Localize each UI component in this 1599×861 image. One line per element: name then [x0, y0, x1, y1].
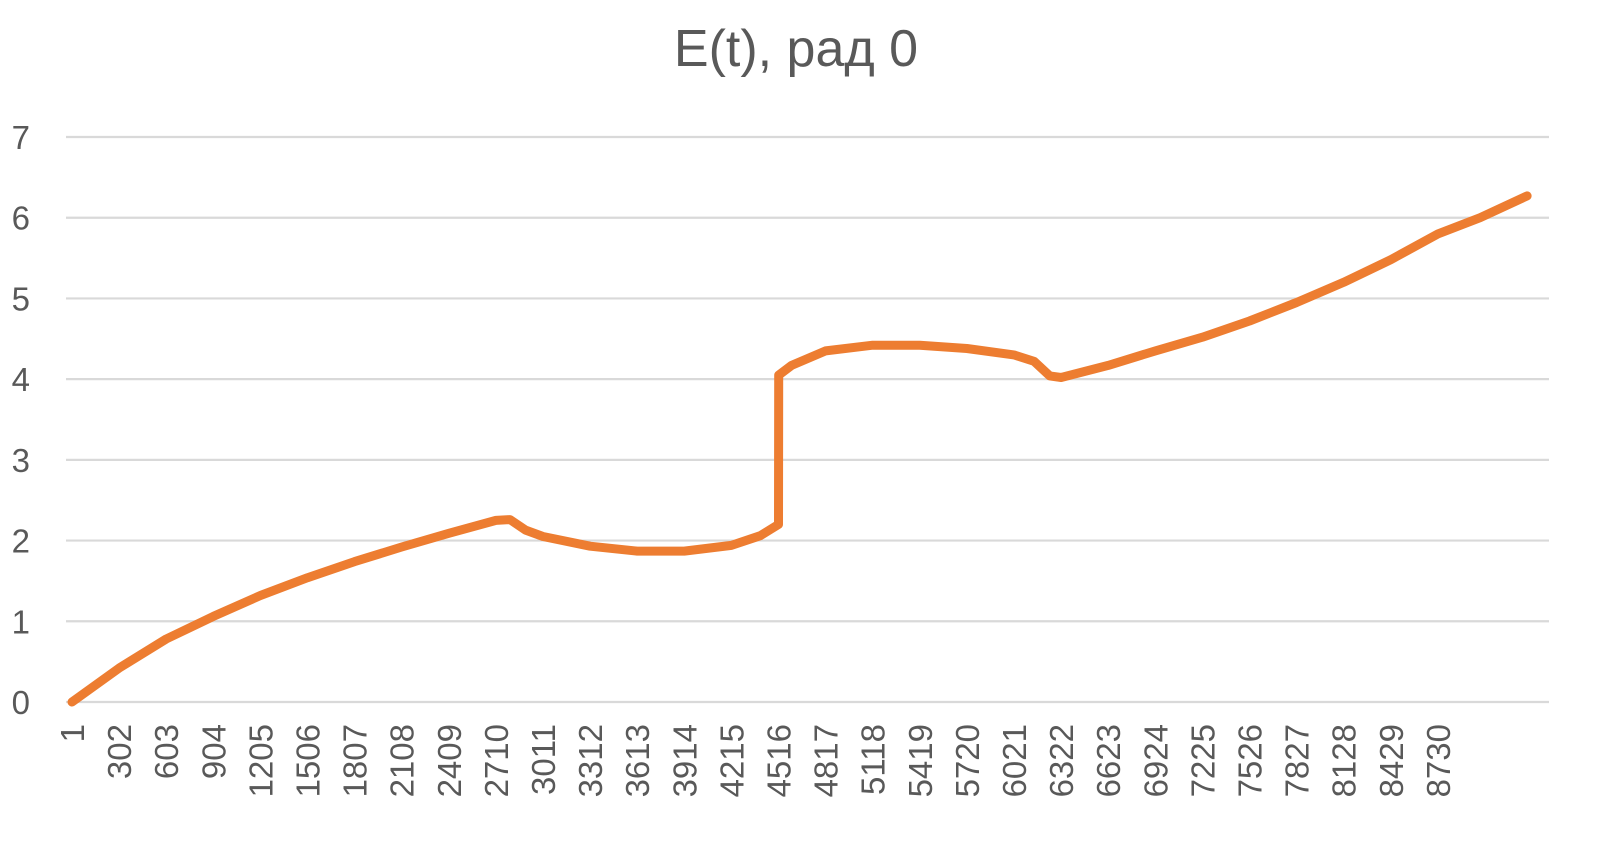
x-tick-label: 1205	[242, 724, 279, 797]
x-tick-label: 3312	[572, 724, 609, 797]
x-tick-label: 5419	[902, 724, 939, 797]
x-tick-label: 302	[101, 724, 138, 779]
x-tick-label: 3011	[525, 724, 562, 795]
x-tick-label: 1506	[290, 724, 327, 797]
y-tick-label: 1	[12, 603, 30, 640]
x-tick-label: 5720	[949, 724, 986, 797]
y-tick-label: 6	[12, 200, 30, 237]
x-tick-label: 6322	[1043, 724, 1080, 797]
x-tick-label: 4516	[761, 724, 798, 797]
y-tick-label: 2	[12, 523, 30, 560]
x-tick-label: 8429	[1373, 724, 1410, 797]
y-tick-label: 7	[12, 119, 30, 156]
x-tick-label: 1807	[337, 724, 374, 797]
x-axis-tick-labels: 1 302 603 904 1205 1506 1807 2108 2409 2710 3011 33…	[54, 724, 1457, 797]
x-tick-label: 2710	[478, 724, 515, 797]
x-tick-label: 603	[148, 724, 185, 779]
x-tick-label: 6924	[1137, 724, 1174, 797]
x-tick-label: 3914	[666, 724, 703, 797]
y-tick-label: 5	[12, 280, 30, 317]
gridlines	[66, 135, 1549, 704]
x-tick-label: 7225	[1184, 724, 1221, 797]
y-tick-label: 0	[12, 684, 30, 721]
y-tick-label: 3	[12, 442, 30, 479]
x-tick-label: 2409	[431, 724, 468, 797]
x-tick-label: 7827	[1279, 724, 1316, 797]
x-tick-label: 7526	[1232, 724, 1269, 797]
x-tick-label: 5118	[855, 724, 892, 795]
chart-title: E(t), рад 0	[674, 20, 918, 78]
y-tick-label: 4	[12, 361, 30, 398]
x-tick-label: 6021	[996, 724, 1033, 797]
x-tick-label: 4215	[713, 724, 750, 797]
y-axis-tick-labels: 0 1 2 3 4 5 6 7	[12, 119, 30, 721]
x-tick-label: 8730	[1420, 724, 1457, 797]
x-tick-label: 2108	[384, 724, 421, 797]
x-tick-label: 904	[195, 724, 232, 779]
x-tick-label: 3613	[619, 724, 656, 797]
series-layer	[67, 191, 1532, 707]
series-line-1	[67, 191, 1532, 707]
x-tick-label: 8128	[1326, 724, 1363, 797]
x-tick-label: 6623	[1090, 724, 1127, 797]
x-tick-label: 1	[54, 724, 91, 742]
x-tick-label: 4817	[808, 724, 845, 797]
